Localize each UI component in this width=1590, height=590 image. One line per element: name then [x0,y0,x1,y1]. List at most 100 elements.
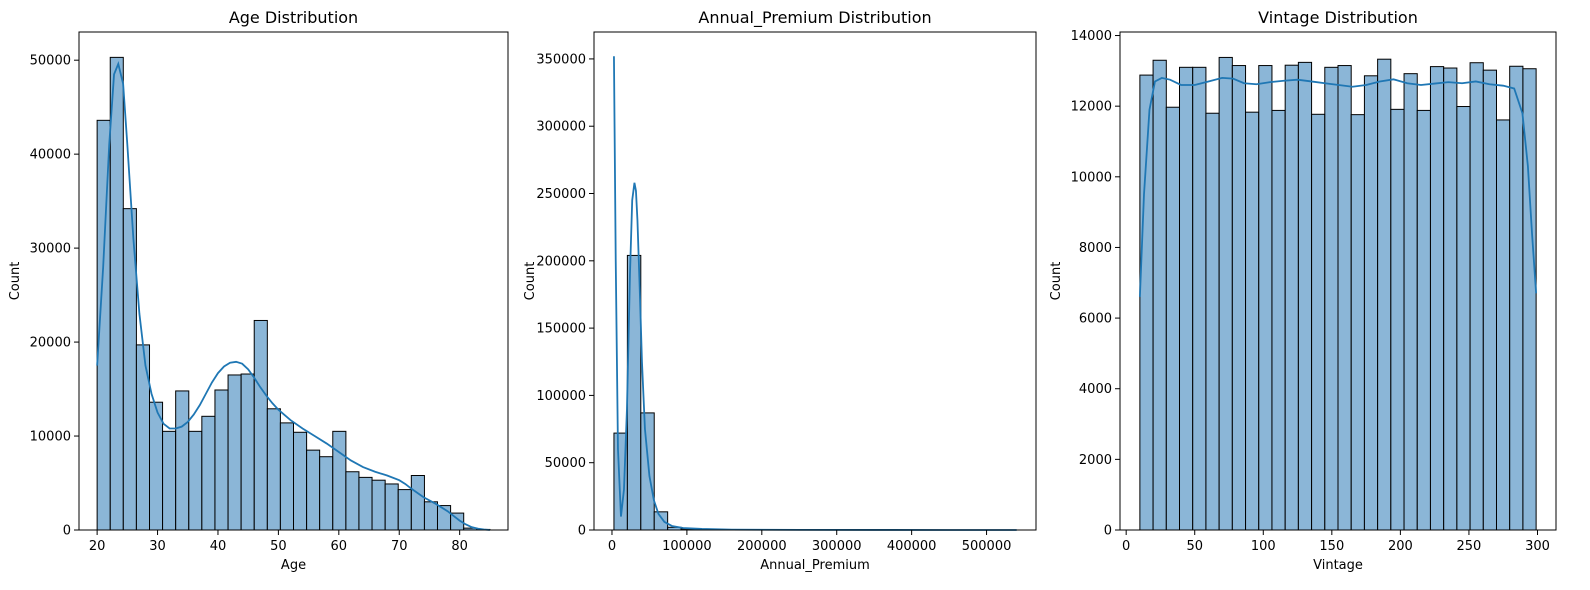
x-tick-label: 20 [89,539,106,554]
x-tick-label: 300000 [812,539,862,554]
x-tick-label: 40 [210,539,227,554]
kde-line [1138,76,1538,297]
x-tick-label: 500000 [962,539,1012,554]
histogram-bar [1443,67,1458,531]
x-tick-label: 200000 [737,539,787,554]
x-axis-label: Vintage [1313,558,1363,573]
histogram-bar [1165,106,1181,531]
x-tick-label: 100 [1251,539,1276,554]
histogram-bar [109,56,124,531]
y-tick-label: 10000 [30,430,71,445]
histogram-bar [1337,65,1352,531]
histogram-bar [1416,109,1431,531]
y-tick-label: 100000 [536,389,586,404]
histogram-bar [1297,61,1313,531]
histogram-bar [188,430,203,531]
y-tick-label: 0 [63,524,71,539]
y-tick-label: 12000 [1071,100,1112,115]
histogram-bar [293,431,308,531]
x-tick-label: 60 [331,539,348,554]
histogram-bar [1218,56,1233,531]
histogram-bar [1324,66,1339,531]
y-tick-label: 250000 [536,187,586,202]
histogram-bar [1469,62,1484,531]
y-tick-label: 30000 [30,242,71,257]
histogram-bar [306,449,321,531]
histogram-bar [253,319,268,531]
x-tick-label: 100000 [662,539,712,554]
y-tick-label: 300000 [536,120,586,135]
axes-frame [78,31,509,531]
x-tick-label: 80 [451,539,468,554]
kde-line [96,61,490,531]
histogram-bar [384,483,399,531]
x-tick-label: 30 [149,539,166,554]
x-tick-label: 50 [1186,539,1203,554]
y-tick-label: 4000 [1079,382,1112,397]
histogram-bar [345,471,360,531]
histogram-bar [410,475,425,531]
y-tick-label: 40000 [30,148,71,163]
chart-title: Vintage Distribution [1258,8,1418,27]
histogram-bar [1429,66,1445,531]
y-tick-label: 200000 [536,254,586,269]
histogram-bar [162,430,177,531]
histogram-bar [214,389,229,531]
y-tick-label: 8000 [1079,241,1112,256]
y-tick-label: 0 [1104,524,1112,539]
kde-line [613,56,1017,531]
histogram-bar [423,501,438,531]
histogram-bar [175,390,190,531]
histogram-bar [1271,109,1286,531]
x-tick-label: 150 [1319,539,1344,554]
histogram-bar [1258,65,1273,531]
y-axis-label: Count [1049,262,1064,301]
histogram-bar [640,412,655,531]
histogram-bar [1245,111,1260,531]
histogram-bar [319,456,334,531]
histogram-bar [1311,113,1326,531]
y-tick-label: 0 [578,524,586,539]
histogram-bar [1179,66,1194,531]
histogram-bar [1495,119,1511,531]
histogram-bar [1284,64,1299,531]
histogram-bar [653,511,669,531]
histogram-bar [201,415,216,531]
histogram-bar [1363,75,1379,531]
histogram-bar [1390,108,1405,531]
histogram-bar [358,476,373,531]
y-tick-label: 14000 [1071,29,1112,44]
y-tick-label: 50000 [545,456,586,471]
x-tick-label: 0 [1122,539,1130,554]
histogram-bar [1482,69,1497,531]
histogram-bar [332,430,347,531]
y-tick-label: 6000 [1079,312,1112,327]
histogram-bar [1456,106,1471,531]
y-tick-label: 50000 [30,54,71,69]
histogram-bar [1377,58,1392,531]
histogram-bar [1403,73,1418,531]
x-tick-label: 50 [270,539,287,554]
y-tick-label: 2000 [1079,453,1112,468]
x-tick-label: 250 [1457,539,1482,554]
histogram-bar [279,422,294,531]
y-tick-label: 20000 [30,336,71,351]
y-axis-label: Count [523,262,538,301]
histogram-bar [397,489,412,531]
histogram-bar [266,408,281,531]
histogram-bar [1350,114,1365,531]
histogram-bar [227,374,242,531]
x-tick-label: 300 [1525,539,1550,554]
x-tick-label: 0 [608,539,616,554]
histogram-bar [240,373,255,531]
histogram-bar [1205,112,1220,531]
y-axis-label: Count [8,262,23,301]
chart-panel-2: 0 100000 200000 300000 400000 500000 0 50000 100… [523,8,1037,573]
chart-title: Annual_Premium Distribution [698,8,931,28]
x-axis-label: Annual_Premium [760,558,870,573]
histogram-bar [371,479,386,531]
x-axis-label: Age [281,558,306,573]
y-tick-label: 10000 [1071,170,1112,185]
histogram-bar [1231,65,1247,531]
